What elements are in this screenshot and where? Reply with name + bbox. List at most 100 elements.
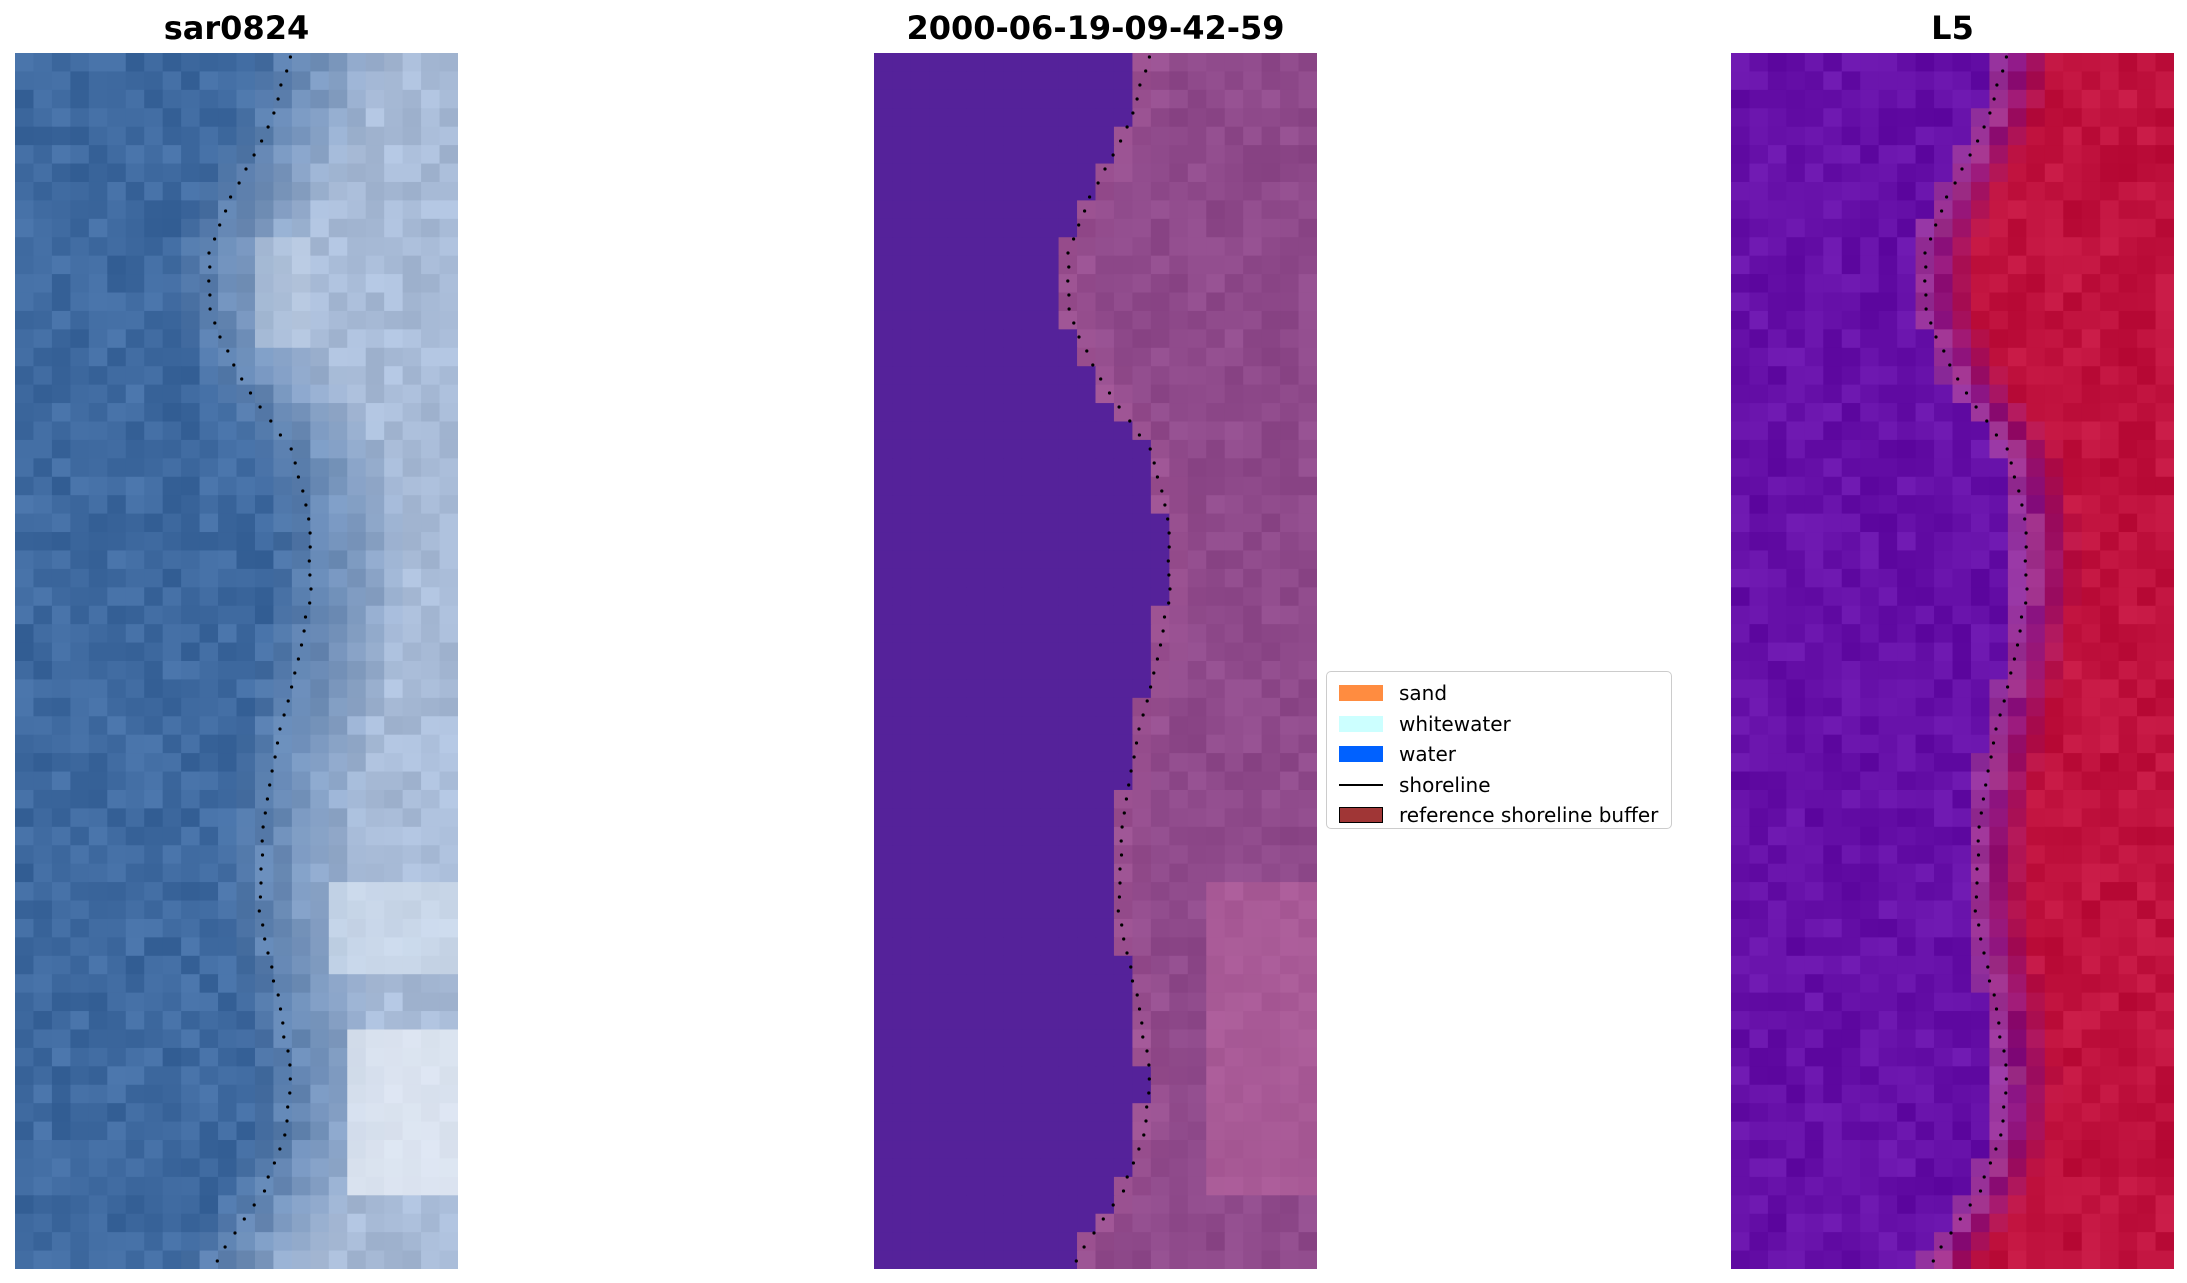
shoreline-point [1121, 1189, 1126, 1193]
raster-cell [2026, 1176, 2046, 1196]
raster-cell [1169, 1011, 1189, 1031]
raster-cell [2137, 863, 2157, 883]
raster-cell [254, 937, 275, 957]
raster-cell [2137, 495, 2157, 515]
raster-cell [1261, 624, 1281, 644]
raster-cell [2026, 71, 2046, 91]
raster-cell [1860, 495, 1880, 515]
raster-cell [1280, 495, 1300, 515]
raster-cell [984, 1176, 1004, 1196]
raster-cell [347, 918, 367, 938]
raster-cell [984, 863, 1004, 883]
shoreline-point [1948, 363, 1952, 367]
raster-cell [291, 384, 311, 404]
raster-cell [2155, 974, 2174, 994]
raster-cell [1040, 937, 1060, 957]
raster-cell [1113, 568, 1134, 588]
raster-cell [1095, 882, 1115, 902]
raster-cell [33, 421, 53, 441]
raster-cell [1878, 808, 1898, 828]
raster-cell [199, 366, 219, 386]
raster-cell [365, 495, 385, 515]
raster-cell [1952, 458, 1972, 478]
raster-cell [15, 310, 35, 330]
raster-cell [144, 587, 164, 607]
raster-cell [125, 476, 145, 496]
raster-cell [910, 366, 930, 386]
raster-cell [1897, 384, 1917, 404]
raster-cell [1767, 89, 1787, 109]
raster-cell [2063, 734, 2083, 754]
raster-cell [1934, 108, 1954, 128]
raster-cell [33, 181, 53, 201]
raster-cell [1860, 108, 1880, 128]
raster-cell [291, 495, 311, 515]
shoreline-point [1979, 811, 1983, 815]
raster-cell [1970, 1176, 1991, 1196]
raster-cell [125, 716, 145, 736]
raster-cell [88, 53, 108, 73]
raster-cell [1150, 937, 1170, 957]
raster-cell [1749, 845, 1769, 865]
raster-cell [1021, 716, 1041, 736]
raster-cell [2137, 458, 2157, 478]
raster-cell [966, 108, 986, 128]
raster-cell [33, 937, 53, 957]
classified-image [874, 53, 1317, 1269]
raster-cell [2137, 71, 2157, 91]
shoreline-point [1147, 1091, 1151, 1095]
raster-cell [2081, 716, 2101, 736]
raster-cell [2007, 1011, 2027, 1031]
raster-cell [33, 329, 53, 349]
raster-cell [1786, 882, 1806, 902]
raster-cell [51, 513, 71, 533]
raster-cell [910, 734, 930, 754]
raster-cell [88, 89, 108, 109]
raster-cell [2100, 421, 2120, 441]
raster-cell [254, 1066, 275, 1086]
raster-cell [1077, 918, 1097, 938]
raster-cell [1021, 900, 1041, 920]
raster-cell [1298, 329, 1317, 349]
raster-cell [1243, 1195, 1263, 1215]
raster-cell [402, 826, 422, 846]
raster-cell [421, 937, 441, 957]
raster-cell [966, 1140, 986, 1160]
raster-cell [1243, 145, 1263, 165]
raster-cell [1934, 900, 1954, 920]
raster-cell [1298, 532, 1317, 552]
raster-cell [291, 1029, 311, 1049]
raster-cell [15, 292, 35, 312]
raster-cell [1915, 403, 1935, 423]
raster-cell [1169, 974, 1189, 994]
raster-cell [1058, 310, 1078, 330]
raster-cell [1952, 476, 1972, 496]
shoreline-point [1141, 713, 1145, 717]
raster-cell [347, 163, 367, 183]
raster-cell [1150, 661, 1170, 681]
raster-cell [1040, 200, 1060, 220]
raster-cell [384, 808, 404, 828]
raster-cell [328, 292, 348, 312]
raster-cell [984, 89, 1004, 109]
raster-cell [1169, 274, 1189, 294]
raster-cell [1970, 108, 1991, 128]
raster-cell [2155, 845, 2174, 865]
raster-cell [947, 384, 967, 404]
raster-cell [1021, 274, 1041, 294]
raster-cell [2100, 826, 2120, 846]
raster-cell [291, 937, 311, 957]
raster-cell [966, 974, 986, 994]
raster-cell [1280, 697, 1300, 717]
raster-cell [218, 771, 238, 791]
raster-cell [199, 108, 219, 128]
raster-cell [1040, 292, 1060, 312]
raster-cell [1077, 1121, 1097, 1141]
raster-cell [1841, 1140, 1861, 1160]
raster-cell [984, 845, 1004, 865]
raster-cell [874, 1121, 894, 1141]
raster-cell [384, 1029, 404, 1049]
raster-cell [236, 200, 256, 220]
raster-cell [2026, 808, 2046, 828]
raster-cell [439, 439, 458, 459]
